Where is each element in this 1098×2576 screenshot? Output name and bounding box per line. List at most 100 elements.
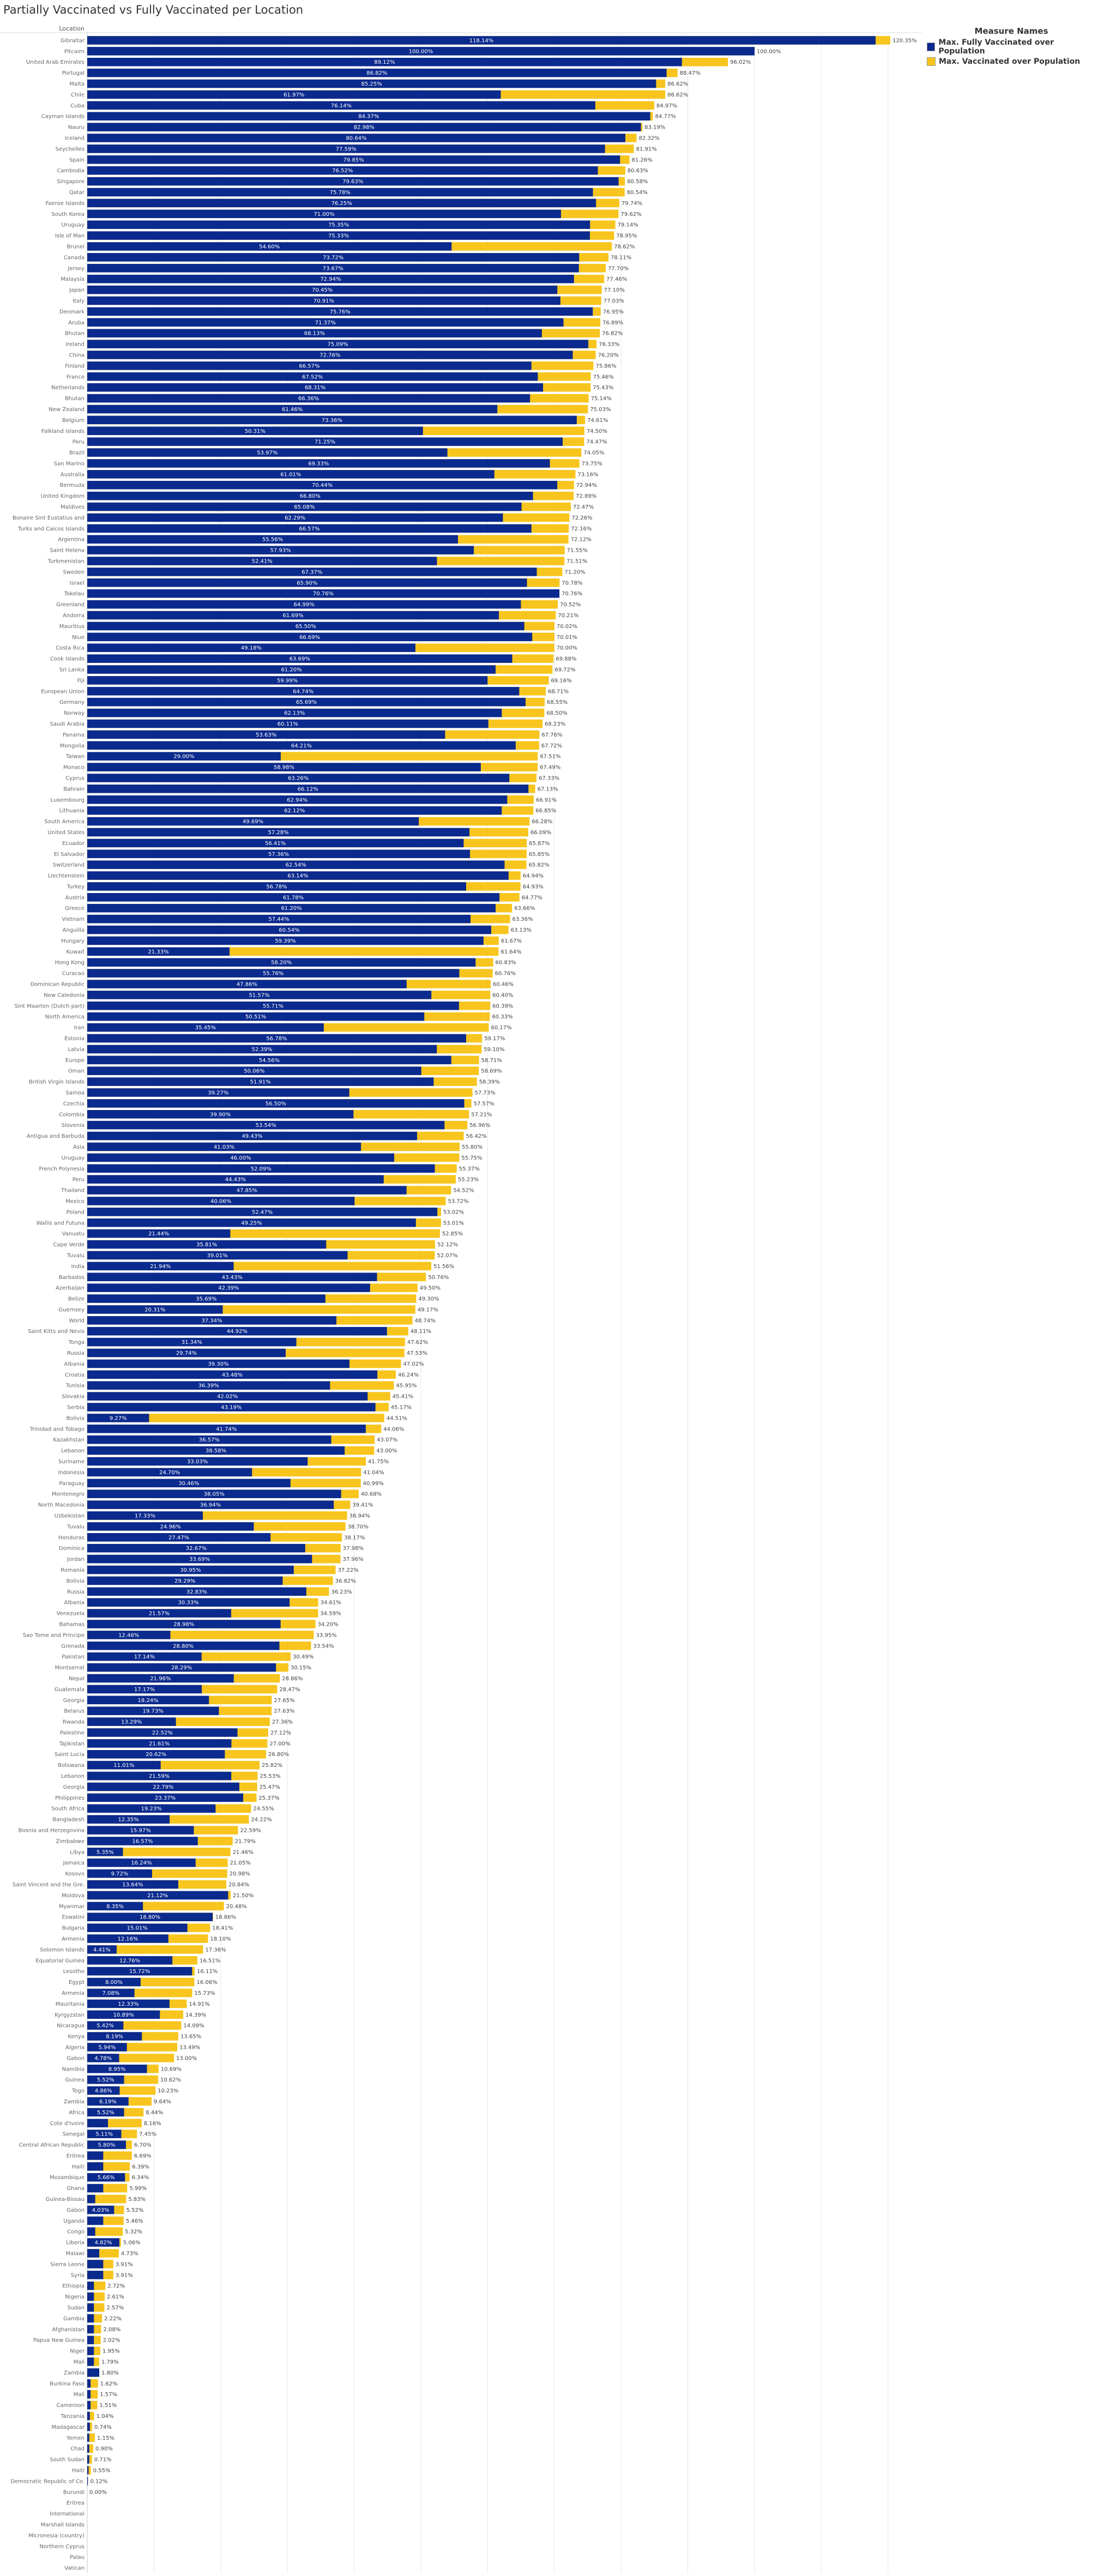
location-label: Haiti bbox=[72, 2164, 85, 2170]
fully-vaccinated-bar bbox=[87, 1175, 384, 1184]
fully-vaccinated-bar bbox=[87, 1153, 395, 1162]
fully-value-label: 12.76% bbox=[119, 1958, 140, 1964]
vaccinated-value-label: 70.00% bbox=[557, 645, 577, 651]
vaccinated-value-label: 16.06% bbox=[197, 1980, 218, 1986]
location-label: Marshall Islands bbox=[41, 2522, 85, 2528]
fully-vaccinated-bar bbox=[87, 1858, 196, 1867]
fully-vaccinated-bar bbox=[87, 665, 496, 674]
fully-vaccinated-bar bbox=[87, 914, 471, 924]
fully-vaccinated-bar bbox=[87, 1337, 297, 1347]
location-label: Nepal bbox=[69, 1676, 85, 1682]
location-label: Trinidad and Tobago bbox=[29, 1426, 85, 1432]
vaccinated-value-label: 69.88% bbox=[556, 656, 576, 662]
fully-value-label: 19.23% bbox=[141, 1806, 162, 1812]
location-label: China bbox=[69, 352, 85, 358]
location-label: Bhutan bbox=[65, 331, 85, 337]
legend-item-fully[interactable]: Max. Fully Vaccinated over Population bbox=[927, 38, 1096, 56]
fully-value-label: 51.57% bbox=[249, 992, 270, 998]
location-label: Hong Kong bbox=[55, 960, 85, 966]
fully-vaccinated-bar bbox=[87, 991, 432, 999]
location-label: Serbia bbox=[67, 1405, 85, 1411]
fully-value-label: 44.43% bbox=[225, 1177, 246, 1183]
location-label: Saudi Arabia bbox=[50, 721, 85, 727]
fully-value-label: 23.37% bbox=[155, 1795, 176, 1801]
vaccinated-value-label: 25.53% bbox=[260, 1773, 280, 1779]
fully-vaccinated-bar bbox=[87, 1414, 149, 1422]
fully-vaccinated-bar bbox=[87, 383, 544, 392]
location-label: Cuba bbox=[70, 103, 85, 109]
fully-vaccinated-bar bbox=[87, 1966, 192, 1976]
fully-vaccinated-bar bbox=[87, 1826, 194, 1835]
fully-vaccinated-bar bbox=[87, 676, 488, 685]
vaccinated-value-label: 77.70% bbox=[608, 266, 629, 272]
vaccinated-value-label: 76.89% bbox=[602, 320, 623, 326]
fully-vaccinated-bar bbox=[87, 1543, 305, 1553]
vaccinated-value-label: 71.20% bbox=[564, 569, 585, 575]
fully-vaccinated-bar bbox=[87, 1370, 378, 1379]
location-label: South Africa bbox=[51, 1806, 85, 1812]
vaccinated-value-label: 79.14% bbox=[618, 222, 638, 228]
vaccinated-value-label: 79.74% bbox=[622, 201, 642, 207]
fully-value-label: 43.48% bbox=[222, 1372, 243, 1378]
fully-vaccinated-bar bbox=[87, 1479, 291, 1488]
fully-value-label: 64.21% bbox=[291, 743, 312, 749]
vaccinated-value-label: 37.98% bbox=[343, 1546, 364, 1552]
fully-value-label: 57.93% bbox=[270, 548, 291, 554]
vaccinated-value-label: 75.14% bbox=[591, 396, 612, 402]
fully-vaccinated-bar bbox=[87, 1609, 232, 1618]
location-label: Panama bbox=[63, 732, 85, 738]
location-label: Europe bbox=[65, 1058, 85, 1064]
fully-value-label: 69.33% bbox=[308, 461, 329, 467]
fully-value-label: 33.69% bbox=[189, 1557, 210, 1563]
vaccinated-value-label: 2.22% bbox=[104, 2316, 122, 2322]
vaccinated-value-label: 67.13% bbox=[538, 786, 558, 792]
fully-value-label: 41.74% bbox=[216, 1426, 237, 1432]
vaccinated-value-label: 67.33% bbox=[539, 775, 559, 781]
fully-vaccinated-bar bbox=[87, 2314, 94, 2323]
location-label: Equatorial Guinea bbox=[35, 1958, 85, 1964]
vaccinated-value-label: 69.16% bbox=[551, 678, 572, 684]
location-label: Turkey bbox=[66, 884, 85, 890]
fully-vaccinated-bar bbox=[87, 1934, 168, 1943]
location-label: United States bbox=[47, 830, 85, 836]
fully-vaccinated-bar bbox=[87, 1891, 228, 1900]
location-label: Aruba bbox=[68, 320, 85, 326]
fully-vaccinated-bar bbox=[87, 1533, 271, 1542]
vaccinated-value-label: 0.55% bbox=[93, 2468, 111, 2474]
location-label: Philippines bbox=[55, 1795, 85, 1801]
fully-vaccinated-bar bbox=[87, 2194, 95, 2204]
fully-vaccinated-bar bbox=[87, 2129, 122, 2138]
location-label: Belgium bbox=[62, 418, 85, 424]
vaccinated-value-label: 66.28% bbox=[532, 819, 552, 825]
location-label: Guinea bbox=[65, 2077, 85, 2083]
fully-value-label: 12.46% bbox=[118, 1632, 139, 1638]
fully-value-label: 65.90% bbox=[297, 580, 317, 586]
location-label: Sudan bbox=[68, 2305, 85, 2311]
vaccinated-value-label: 51.56% bbox=[433, 1264, 454, 1270]
fully-value-label: 4.86% bbox=[95, 2088, 112, 2094]
location-label: United Arab Emirates bbox=[26, 59, 85, 65]
vaccinated-value-label: 65.85% bbox=[529, 852, 550, 858]
fully-vaccinated-bar bbox=[87, 144, 605, 153]
location-label: British Virgin Islands bbox=[29, 1079, 85, 1085]
vaccinated-value-label: 1.15% bbox=[97, 2435, 114, 2441]
fully-vaccinated-bar bbox=[87, 1305, 223, 1314]
location-label: Finland bbox=[65, 363, 85, 369]
location-label: Netherlands bbox=[51, 385, 85, 391]
fully-vaccinated-bar bbox=[87, 1771, 232, 1781]
location-label: Azerbaijan bbox=[56, 1286, 85, 1292]
location-label: Slovakia bbox=[62, 1394, 85, 1400]
vaccinated-value-label: 61.67% bbox=[501, 938, 522, 944]
vaccinated-value-label: 74.47% bbox=[587, 439, 607, 445]
location-label: Tokelau bbox=[64, 591, 85, 597]
vaccinated-value-label: 10.23% bbox=[158, 2088, 178, 2094]
fully-vaccinated-bar bbox=[87, 1663, 276, 1672]
legend-item-vaccinated[interactable]: Max. Vaccinated over Population bbox=[927, 57, 1096, 66]
location-label: Vatican bbox=[64, 2566, 85, 2572]
location-label: Portugal bbox=[62, 70, 85, 76]
location-label: Iceland bbox=[65, 136, 85, 142]
fully-vaccinated-bar bbox=[87, 1489, 341, 1498]
location-label: Sint Maarten (Dutch part) bbox=[15, 1003, 85, 1009]
fully-vaccinated-bar bbox=[87, 1359, 350, 1368]
fully-vaccinated-bar bbox=[87, 1435, 331, 1444]
